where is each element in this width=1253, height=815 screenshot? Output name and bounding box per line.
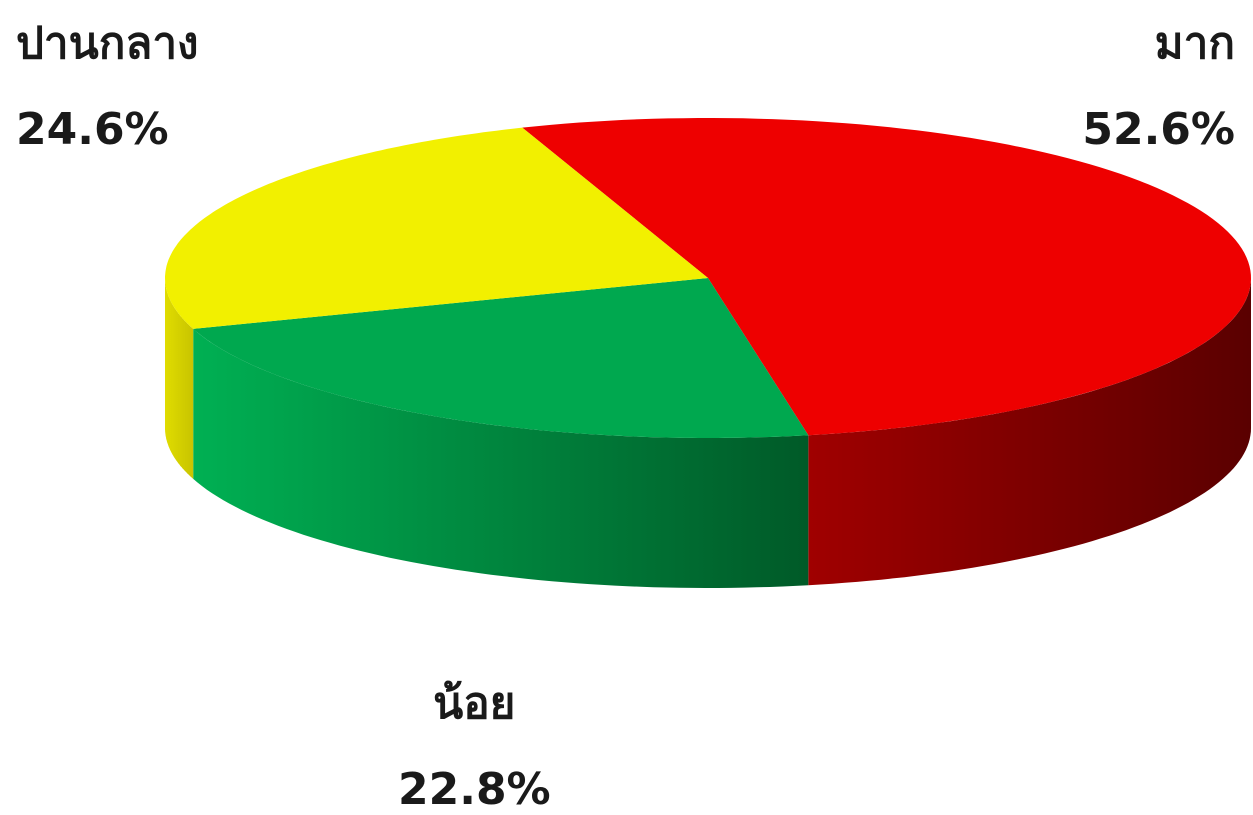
slice-label-panklang: ปานกลาง 24.6% bbox=[16, 22, 199, 152]
slice-label-mak: มาก 52.6% bbox=[1082, 22, 1235, 152]
slice-name: มาก bbox=[1154, 18, 1235, 69]
pie-side-noi bbox=[193, 328, 809, 588]
pie-side-mak bbox=[808, 278, 1251, 586]
slice-name: ปานกลาง bbox=[16, 18, 199, 69]
slice-value: 22.8% bbox=[398, 764, 551, 815]
slice-value: 24.6% bbox=[16, 104, 169, 155]
pie-slice-mak bbox=[522, 118, 1251, 436]
pie-sides bbox=[165, 278, 1251, 588]
slice-label-noi: น้อย 22.8% bbox=[398, 682, 551, 812]
slice-name: น้อย bbox=[433, 678, 516, 729]
pie-tops bbox=[165, 118, 1251, 438]
pie-side-panklang bbox=[165, 278, 194, 479]
pie-slice-panklang bbox=[165, 127, 708, 329]
pie-slice-noi bbox=[193, 278, 809, 438]
slice-value: 52.6% bbox=[1082, 104, 1235, 155]
